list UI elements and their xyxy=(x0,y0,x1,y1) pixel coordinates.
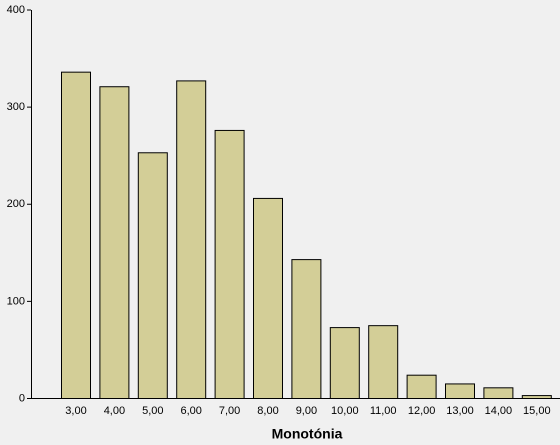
x-tick-label: 10,00 xyxy=(331,405,359,417)
x-tick-label: 15,00 xyxy=(523,405,551,417)
x-tick-label: 5,00 xyxy=(142,405,163,417)
x-tick-label: 3,00 xyxy=(65,405,86,417)
bar xyxy=(61,71,91,399)
y-tick-label: 200 xyxy=(7,198,25,210)
x-tick-label: 14,00 xyxy=(485,405,513,417)
bar xyxy=(253,197,283,399)
bar xyxy=(137,152,168,399)
bar xyxy=(329,327,360,400)
x-tick-label: 8,00 xyxy=(257,405,278,417)
x-tick-label: 9,00 xyxy=(296,405,317,417)
bar xyxy=(368,325,399,399)
bar xyxy=(214,129,245,399)
bar xyxy=(99,86,130,399)
y-tick-label: 0 xyxy=(19,392,25,404)
x-tick-label: 6,00 xyxy=(180,405,201,417)
x-tick-label: 13,00 xyxy=(446,405,474,417)
bar xyxy=(291,259,322,399)
x-tick-label: 7,00 xyxy=(219,405,240,417)
x-axis-title: Monotónia xyxy=(272,426,343,442)
x-tick-label: 11,00 xyxy=(370,405,397,417)
y-tick-label: 100 xyxy=(7,295,25,307)
bar xyxy=(176,80,207,400)
bar xyxy=(521,395,552,399)
bar xyxy=(445,383,475,399)
x-tick-label: 4,00 xyxy=(104,405,125,417)
bar xyxy=(483,387,514,400)
y-tick-label: 400 xyxy=(7,4,25,16)
bar xyxy=(406,374,437,400)
y-tick-label: 300 xyxy=(7,101,25,113)
x-tick-label: 12,00 xyxy=(408,405,436,417)
